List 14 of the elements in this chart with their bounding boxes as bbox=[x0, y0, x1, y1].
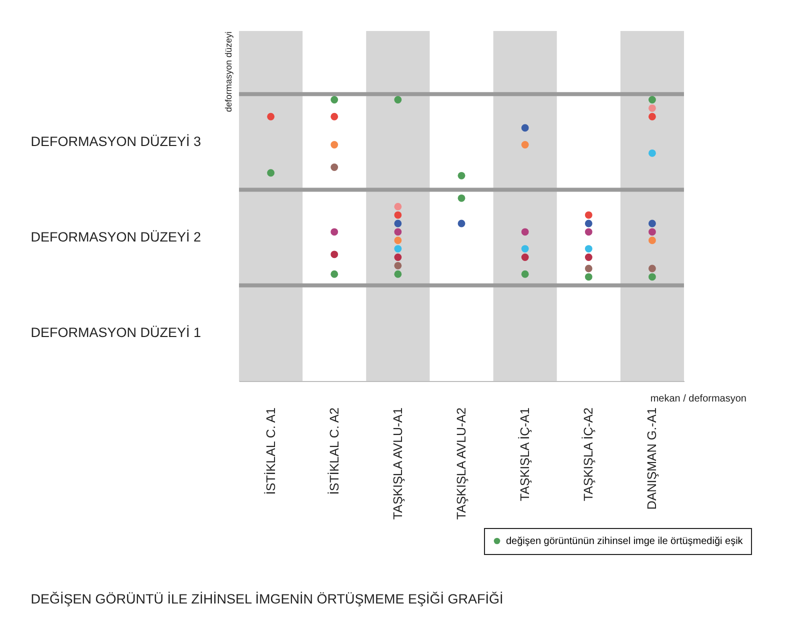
text: DEFORMASYON DÜZEYİ 2 bbox=[30, 230, 201, 245]
text: DEFORMASYON DÜZEYİ 1 bbox=[30, 325, 201, 340]
text: DEFORMASYON DÜZEYİ 3 bbox=[30, 134, 201, 149]
x-tick-label: TAŞKIŞLA AVLU-A2 bbox=[454, 407, 468, 520]
x-tick-label: TAŞKIŞLA İÇ-A2 bbox=[582, 407, 596, 502]
x-tick-label: TAŞKIŞLA AVLU-A1 bbox=[390, 407, 405, 520]
legend-label: değişen görüntünün zihinsel imge ile örtüşmediği eşik bbox=[506, 536, 744, 547]
x-axis-title: mekan / deformasyon bbox=[650, 394, 746, 404]
x-tick-label: İSTİKLAL C. A2 bbox=[327, 407, 342, 495]
x-tick-label: DANIŞMAN G.-A1 bbox=[645, 407, 660, 510]
y-axis-title: deformasyon düzeyi bbox=[224, 32, 234, 112]
x-tick-label: TAŞKIŞLA İÇ-A1 bbox=[518, 407, 532, 502]
text: DEĞİŞEN GÖRÜNTÜ İLE ZİHİNSEL İMGENİN ÖRTÜŞMEME EŞİĞİ GRAFİĞİ bbox=[30, 592, 504, 606]
x-tick-label: İSTİKLAL C. A1 bbox=[264, 407, 278, 495]
